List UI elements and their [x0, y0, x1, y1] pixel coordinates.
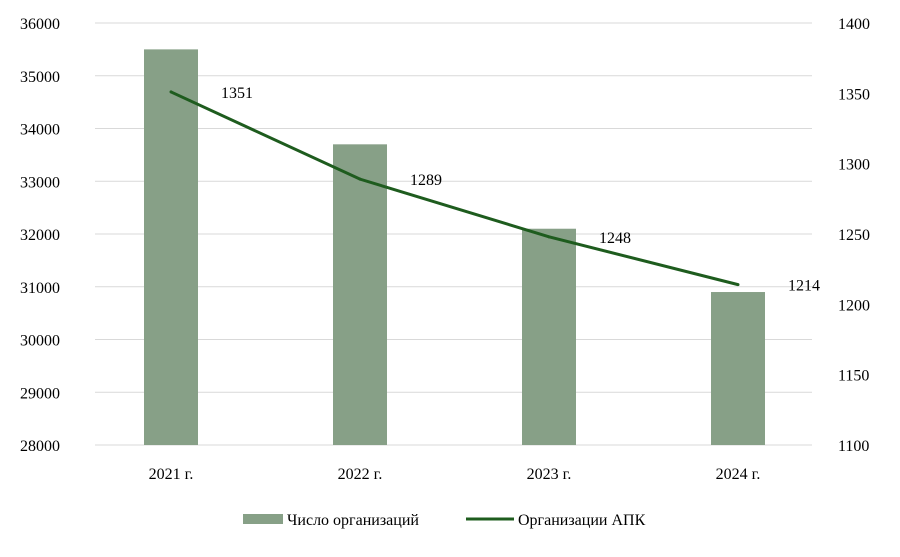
bar: [522, 228, 576, 445]
line-point: [736, 283, 740, 287]
line-point: [169, 90, 173, 94]
category-label: 2021 г.: [149, 466, 194, 483]
left-tick-label: 29000: [20, 385, 60, 402]
right-tick-label: 1250: [838, 227, 870, 244]
left-tick-label: 31000: [20, 280, 60, 297]
line-point: [547, 235, 551, 239]
category-label: 2023 г.: [527, 466, 572, 483]
data-label: 1248: [599, 230, 631, 247]
right-tick-label: 1400: [838, 16, 870, 33]
line-series: [170, 90, 739, 287]
bar: [144, 49, 198, 445]
left-tick-label: 34000: [20, 122, 60, 139]
right-tick-label: 1300: [838, 157, 870, 174]
left-tick-label: 35000: [20, 69, 60, 86]
legend-bar-swatch: [243, 514, 283, 524]
right-tick-label: 1350: [838, 86, 870, 103]
left-tick-label: 32000: [20, 227, 60, 244]
right-tick-label: 1150: [838, 368, 869, 385]
data-label: 1289: [410, 172, 442, 189]
line-point: [358, 177, 362, 181]
bar: [711, 292, 765, 445]
right-tick-label: 1200: [838, 297, 870, 314]
left-tick-label: 36000: [20, 16, 60, 33]
right-tick-label: 1100: [838, 438, 869, 455]
category-label: 2024 г.: [716, 466, 761, 483]
data-label: 1214: [788, 278, 820, 295]
data-label: 1351: [221, 85, 253, 102]
category-label: 2022 г.: [338, 466, 383, 483]
bar: [333, 144, 387, 445]
left-tick-label: 30000: [20, 333, 60, 350]
legend-label-bars: Число организаций: [287, 512, 419, 529]
left-tick-label: 28000: [20, 438, 60, 455]
legend-label-line: Организации АПК: [518, 512, 646, 529]
left-tick-label: 33000: [20, 174, 60, 191]
